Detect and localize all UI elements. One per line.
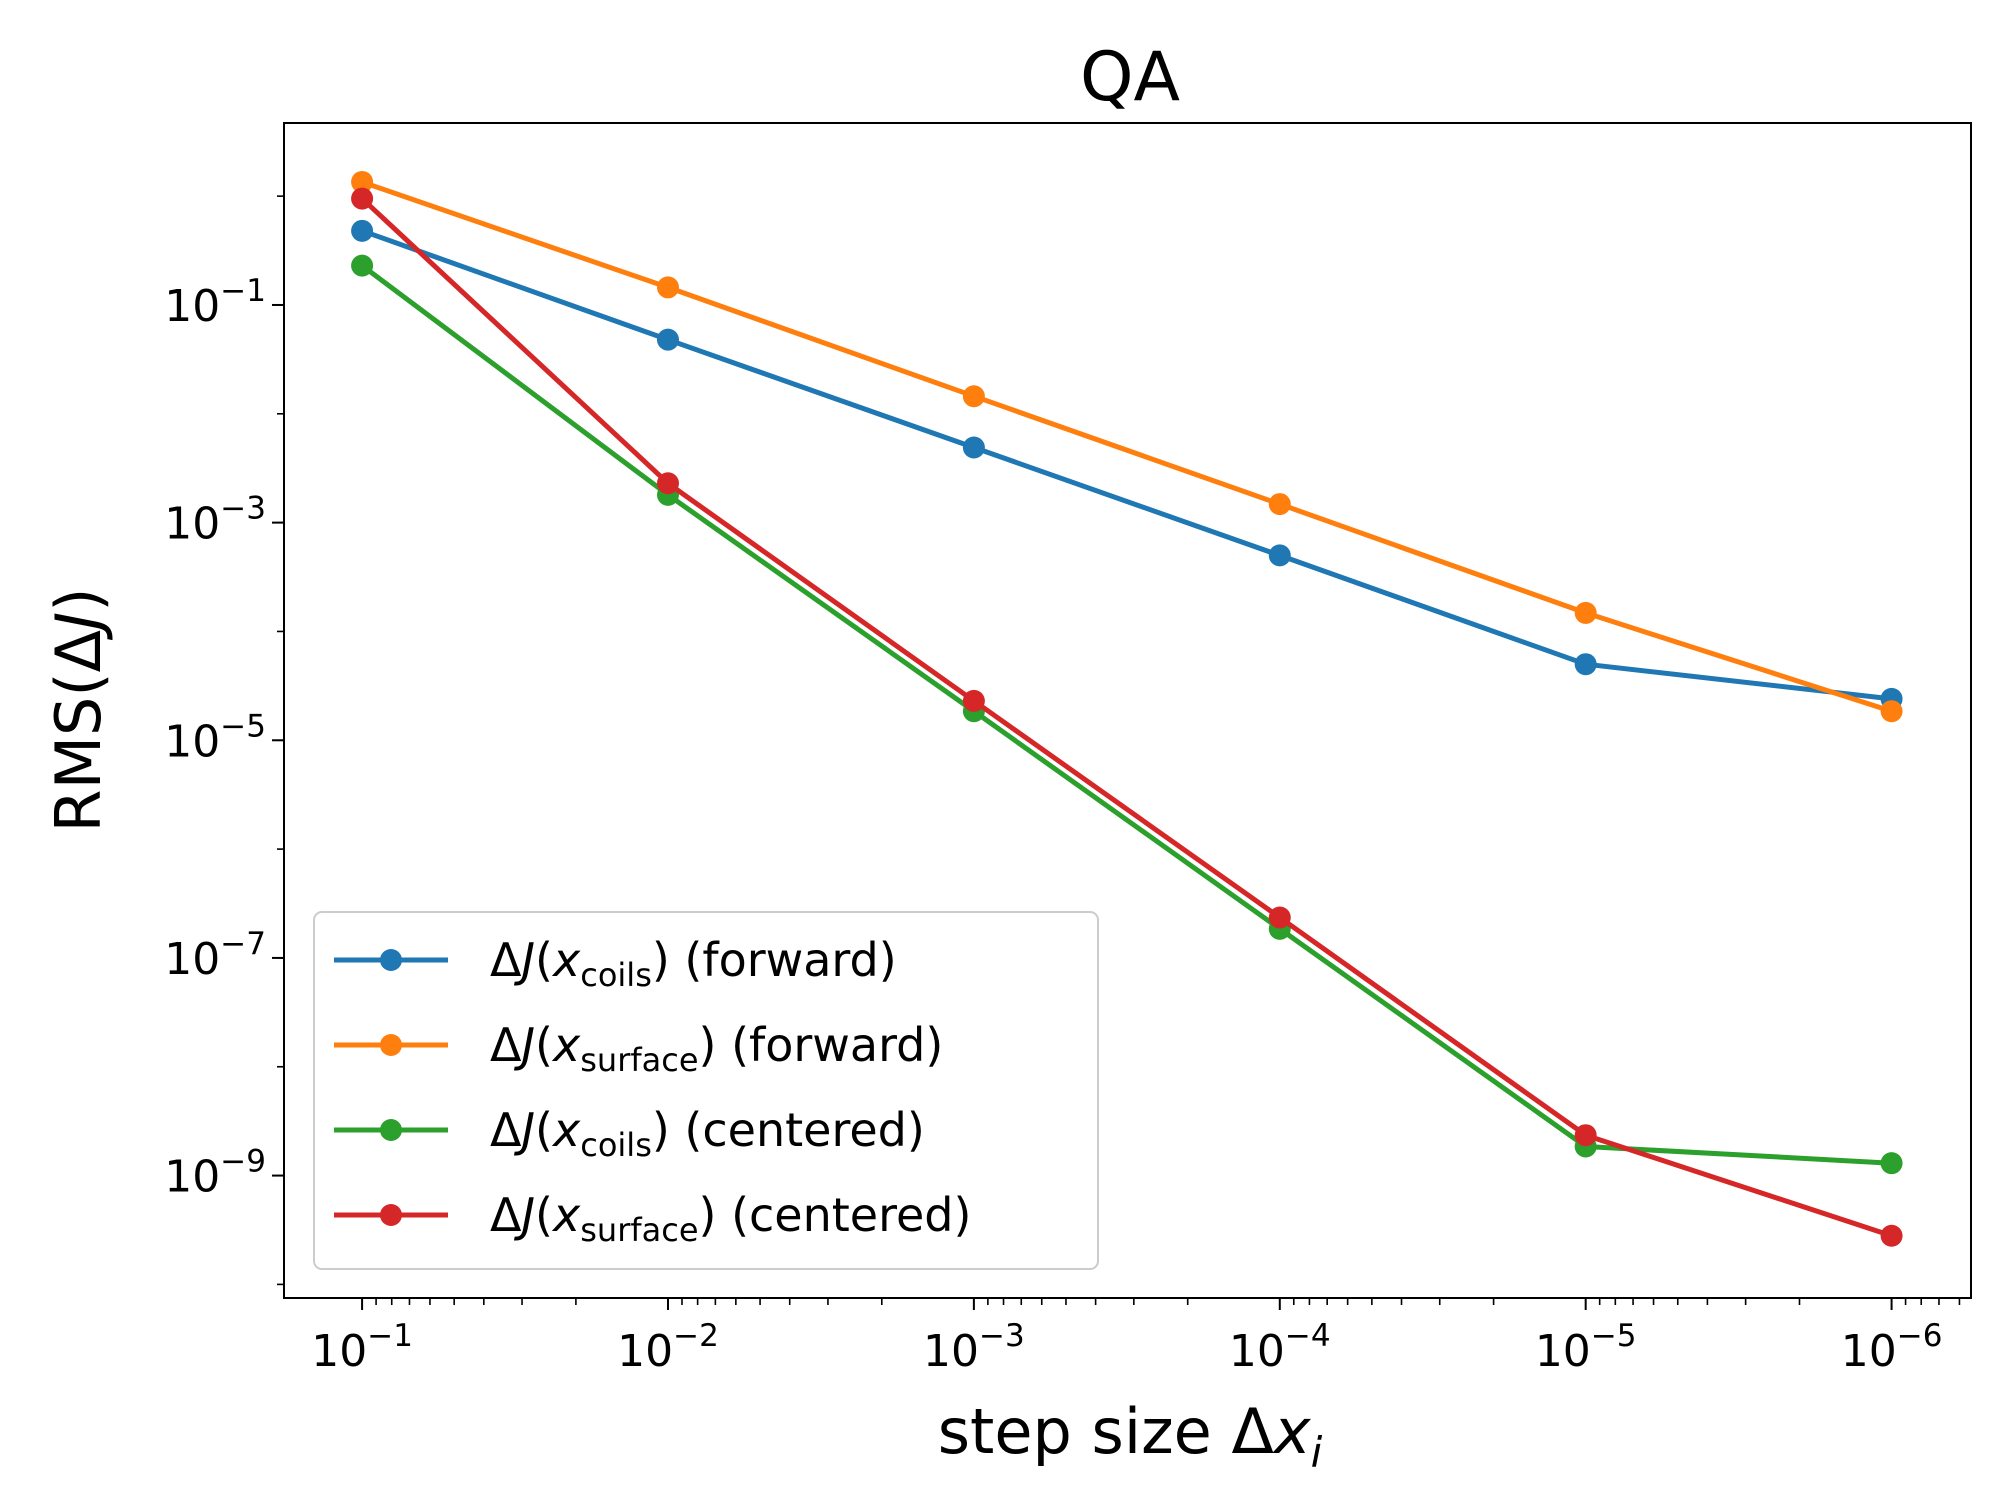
data-point xyxy=(1880,1224,1903,1247)
legend-item: ΔJ(xsurface) (centered) xyxy=(334,1188,971,1249)
data-point xyxy=(962,385,985,408)
legend-label: ΔJ(xcoils) (centered) xyxy=(490,1103,925,1164)
chart-title: QA xyxy=(1080,38,1180,117)
data-point xyxy=(656,328,679,351)
data-point xyxy=(962,689,985,712)
legend-swatch-marker xyxy=(380,949,402,971)
legend-frame xyxy=(313,911,1099,1270)
x-tick-label: 10−1 xyxy=(311,1318,413,1377)
y-tick-label: 10−7 xyxy=(164,926,266,985)
legend-item: ΔJ(xsurface) (forward) xyxy=(334,1018,943,1079)
series-line xyxy=(359,263,1895,1166)
data-point xyxy=(656,472,679,495)
series-layer xyxy=(351,170,1903,1247)
data-point xyxy=(351,254,374,277)
data-point xyxy=(1880,700,1903,723)
y-axis-ticks: 10−1 10−3 10−5 10−7 10−9 xyxy=(164,273,284,1203)
plot-frame xyxy=(283,122,1972,1299)
x-axis-ticks: 10−1 10−2 10−3 10−4 10−5 10−6 xyxy=(311,1298,1942,1377)
y-tick-label: 10−9 xyxy=(164,1144,266,1203)
x-tick-label: 10−3 xyxy=(923,1318,1025,1377)
y-axis-label: RMS(ΔJ) xyxy=(42,587,115,832)
legend: ΔJ(xcoils) (forward) ΔJ(xsurface) (forwar… xyxy=(313,911,1099,1270)
data-point xyxy=(1268,544,1291,567)
legend-item: ΔJ(xcoils) (centered) xyxy=(334,1103,925,1164)
x-tick-label: 10−5 xyxy=(1535,1318,1637,1377)
legend-swatch-marker xyxy=(380,1204,402,1226)
data-point xyxy=(351,170,374,193)
series-3 xyxy=(351,187,1903,1247)
x-minor-ticks xyxy=(375,1298,1961,1305)
data-point xyxy=(962,436,985,459)
series-0 xyxy=(351,219,1903,710)
data-point xyxy=(1574,601,1597,624)
legend-label: ΔJ(xsurface) (centered) xyxy=(490,1188,971,1249)
series-1 xyxy=(351,170,1903,723)
data-point xyxy=(351,219,374,242)
legend-item: ΔJ(xcoils) (forward) xyxy=(334,933,897,994)
y-tick-label: 10−1 xyxy=(164,273,266,332)
data-point xyxy=(1268,493,1291,516)
data-point xyxy=(1880,1152,1903,1175)
x-axis-label: step size Δxi xyxy=(938,1395,1323,1477)
legend-label: ΔJ(xcoils) (forward) xyxy=(490,933,897,994)
x-tick-label: 10−4 xyxy=(1229,1318,1331,1377)
x-tick-label: 10−6 xyxy=(1841,1318,1943,1377)
legend-swatch-marker xyxy=(380,1119,402,1141)
legend-label: ΔJ(xsurface) (forward) xyxy=(490,1018,943,1079)
data-point xyxy=(1574,653,1597,676)
legend-swatch-marker xyxy=(380,1034,402,1056)
y-tick-label: 10−5 xyxy=(164,708,266,767)
series-line xyxy=(359,179,1895,714)
data-point xyxy=(351,187,374,210)
y-tick-label: 10−3 xyxy=(164,491,266,550)
data-point xyxy=(1268,906,1291,929)
series-line xyxy=(359,228,1895,702)
series-line xyxy=(359,196,1895,1239)
x-tick-label: 10−2 xyxy=(617,1318,719,1377)
data-point xyxy=(656,276,679,299)
data-point xyxy=(1574,1124,1597,1147)
